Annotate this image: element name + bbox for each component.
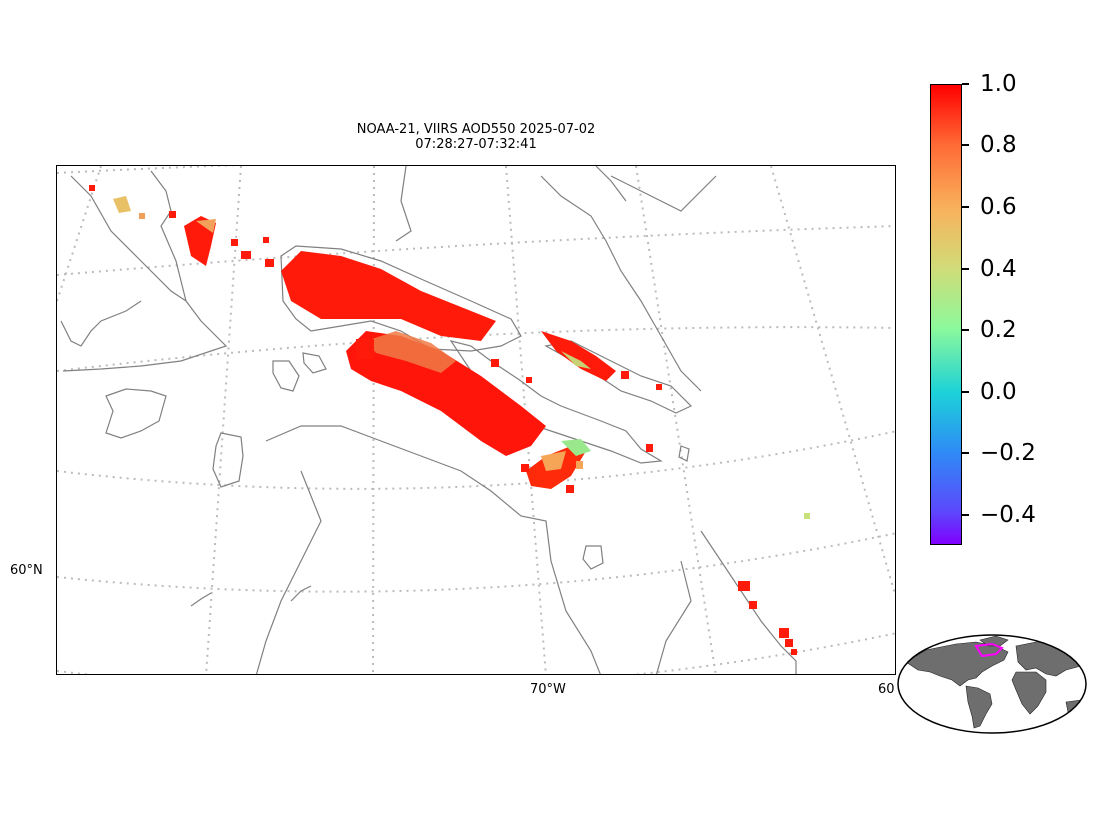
- colorbar-tick-label: −0.2: [980, 440, 1036, 466]
- coastlines: [60, 166, 797, 674]
- map-canvas: [57, 166, 895, 674]
- aod-moderate-patch-2: [561, 439, 591, 456]
- aod-plume-highlight: [366, 331, 456, 373]
- colorbar-tick-label: 0.2: [980, 317, 1017, 343]
- title-line-1: NOAA-21, VIIRS AOD550 2025-07-02: [356, 122, 596, 137]
- inset-region-highlight: [974, 642, 1004, 658]
- lon-label-70w: 70°W: [530, 682, 566, 697]
- colorbar-tick-label: 0.6: [980, 194, 1017, 220]
- colorbar-tick-label: 0.8: [980, 132, 1017, 158]
- aod-moderate-patch-1: [561, 351, 591, 369]
- aod-plume-central: [346, 331, 546, 456]
- inset-globe-map: [897, 634, 1087, 734]
- map-title: NOAA-21, VIIRS AOD550 2025-07-02 07:28:2…: [56, 122, 896, 152]
- aod-plume-east: [541, 331, 616, 381]
- colorbar-tick-label: −0.4: [980, 502, 1036, 528]
- colorbar-tick-label: 1.0: [980, 71, 1017, 97]
- inset-globe-outline: [897, 634, 1087, 734]
- graticule: [57, 166, 895, 674]
- aod-moderate-patch-3: [541, 451, 566, 471]
- title-line-2: 07:28:27-07:32:41: [415, 137, 537, 152]
- colorbar-tick-label: 0.4: [980, 256, 1017, 282]
- inset-land: [905, 635, 1086, 729]
- colorbar: [930, 84, 962, 545]
- aod-moderate-patch-4: [113, 196, 131, 213]
- aod-moderate-patch-5: [196, 219, 216, 233]
- lon-label-60w: 60: [878, 682, 895, 697]
- aod-pixels: [89, 185, 810, 655]
- colorbar-tick-label: 0.0: [980, 379, 1017, 405]
- aod-plume-north: [281, 251, 496, 341]
- colorbar-ticks: 1.0 0.8 0.6 0.4 0.2 0.0 −0.2 −0.4: [962, 71, 1082, 545]
- lat-label-60n: 60°N: [10, 563, 43, 578]
- map-panel[interactable]: [56, 165, 896, 675]
